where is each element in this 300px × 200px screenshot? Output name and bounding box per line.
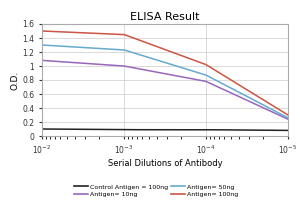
X-axis label: Serial Dilutions of Antibody: Serial Dilutions of Antibody	[108, 159, 222, 168]
Title: ELISA Result: ELISA Result	[130, 12, 200, 22]
Legend: Control Antigen = 100ng, Antigen= 10ng, Antigen= 50ng, Antigen= 100ng: Control Antigen = 100ng, Antigen= 10ng, …	[74, 184, 238, 197]
Y-axis label: O.D.: O.D.	[11, 70, 20, 90]
